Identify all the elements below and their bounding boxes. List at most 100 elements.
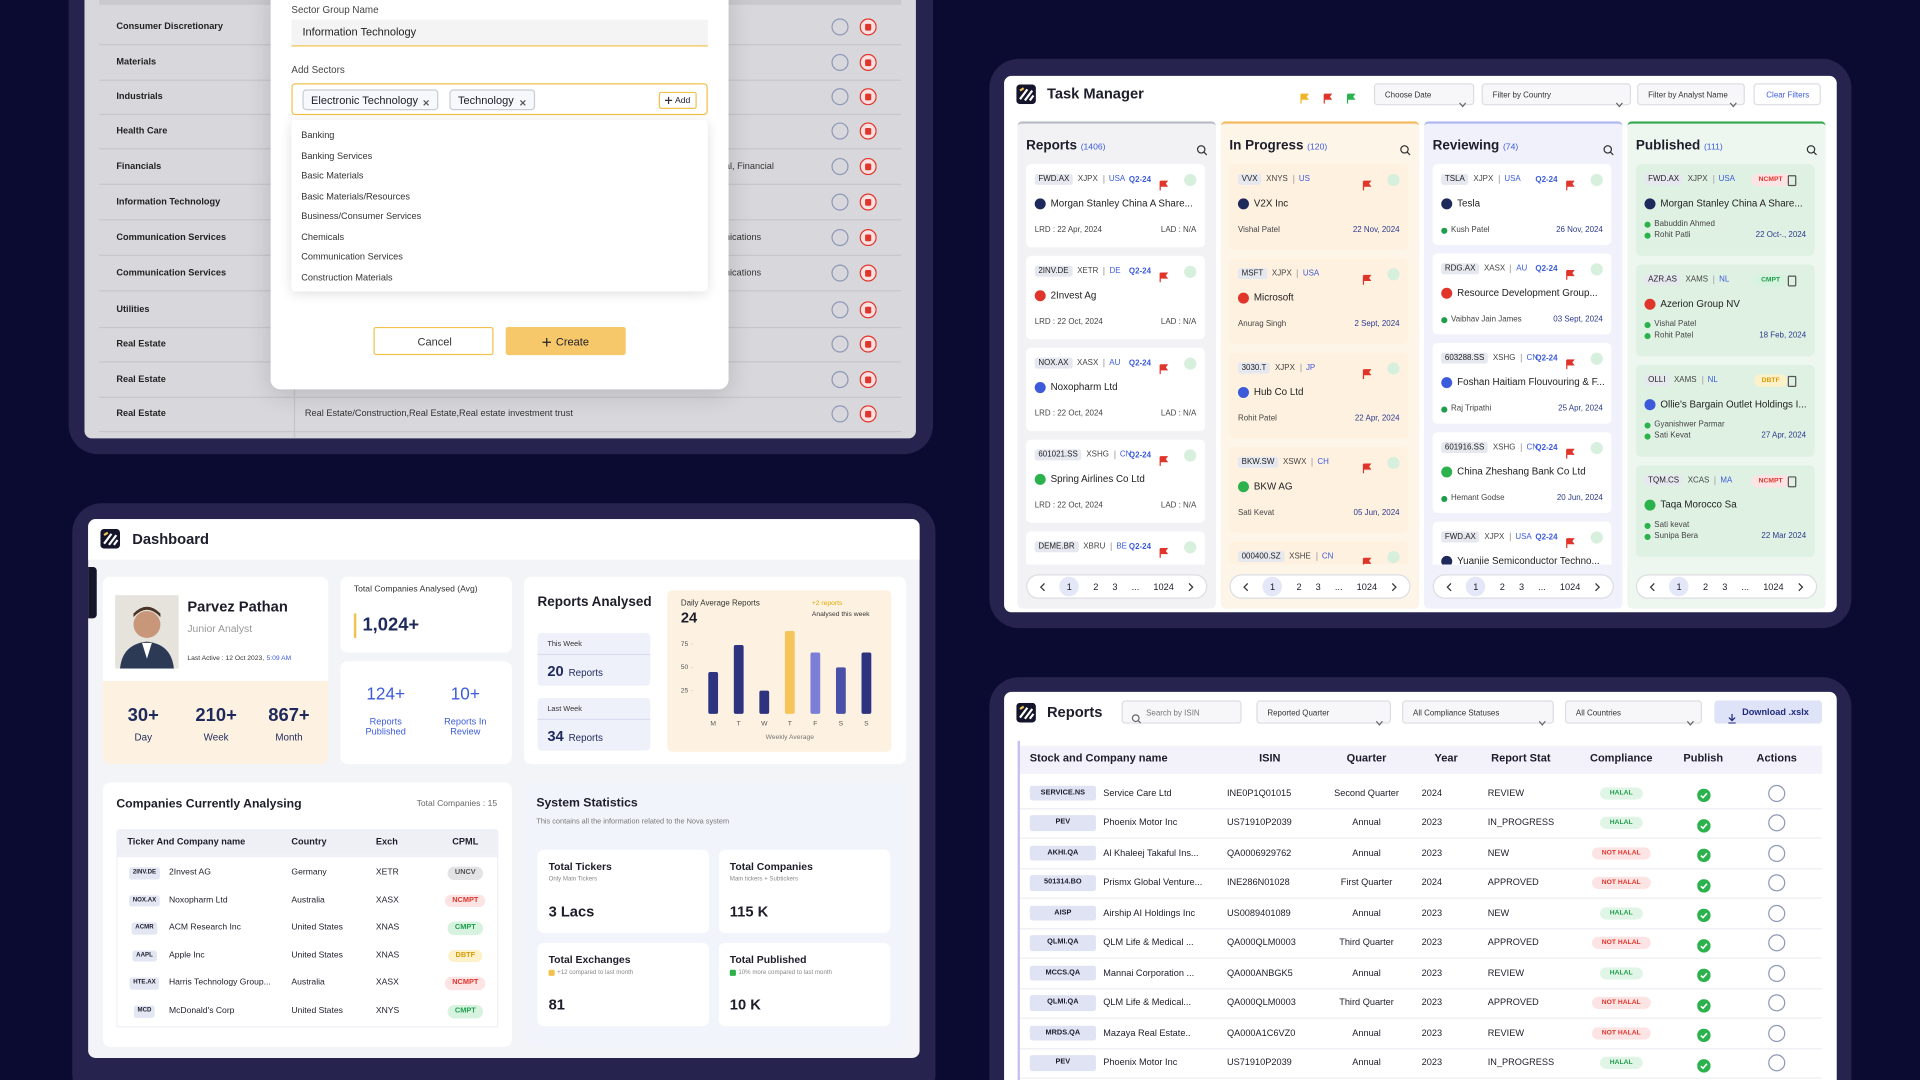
filter-dropdown[interactable]: All Countries	[1564, 700, 1703, 726]
sector-option[interactable]: Business/Consumer Services	[301, 210, 422, 222]
add-button[interactable]: Add	[658, 91, 697, 109]
page-number[interactable]: 2	[1093, 581, 1099, 593]
quarter: Annual	[1352, 966, 1381, 978]
task-card[interactable]: MSFT XJPX USA Microsoft Anurag Singh 2 Sept, …	[1229, 258, 1409, 345]
task-card[interactable]: 603288.SS XSHG CN Q2-24 Foshan Haitiam Flouv…	[1432, 342, 1612, 424]
task-card[interactable]: BKW.SW XSWX CH BKW AG Sati Kevat 05 Jun, 2024	[1229, 446, 1409, 533]
task-card[interactable]: TQM.CS XCAS MA NCMPT Taqa Morocco Sa Sati kev…	[1635, 465, 1815, 558]
page-number[interactable]: 2	[1499, 581, 1505, 593]
sector-option[interactable]: Basic Materials/Resources	[301, 190, 410, 202]
page-number[interactable]: ...	[1131, 581, 1140, 593]
isin: US71910P2039	[1226, 1056, 1292, 1068]
sector-option[interactable]: Basic Materials	[301, 170, 364, 182]
cancel-button[interactable]: Cancel	[373, 326, 494, 356]
edit-button[interactable]	[831, 122, 849, 140]
page-number[interactable]: 2	[1702, 581, 1709, 593]
edit-button[interactable]	[831, 157, 849, 176]
sector-tag[interactable]: Electronic Technology	[302, 89, 439, 111]
edit-button[interactable]	[1768, 934, 1786, 952]
status-dot	[1644, 533, 1651, 540]
edit-button[interactable]	[831, 53, 849, 72]
edit-button[interactable]	[831, 193, 849, 211]
edit-button[interactable]	[831, 301, 849, 319]
column-count: (1406)	[1080, 143, 1106, 152]
x-mark	[423, 99, 430, 106]
create-button[interactable]: Create	[505, 326, 626, 356]
task-card[interactable]: OLLI XAMS NL DBTF Ollie's Bargain Outlet Hol…	[1635, 364, 1815, 457]
download-button[interactable]: Download .xslx	[1714, 700, 1823, 724]
page-number[interactable]: ...	[1538, 581, 1546, 593]
name-input[interactable]: Information Technology	[291, 19, 708, 47]
publish-check-svg	[1696, 1028, 1710, 1043]
task-card[interactable]: FWD.AX XJPX USA NCMPT Morgan Stanley China A…	[1635, 164, 1815, 256]
check-mark	[1699, 882, 1707, 889]
edit-button[interactable]	[831, 88, 849, 106]
task-card[interactable]: RDG.AX XASX AU Q2-24 Resource Development Gr…	[1432, 253, 1612, 335]
filter-dropdown[interactable]: Reported Quarter	[1256, 700, 1392, 726]
edit-button[interactable]	[831, 228, 849, 247]
delete-button	[859, 228, 877, 247]
task-card[interactable]: AZR.AS XAMS NL CMPT Azerion Group NV Vishal P…	[1635, 264, 1815, 357]
edit-button[interactable]	[831, 18, 849, 36]
sector-tag[interactable]: Technology	[449, 89, 535, 111]
quarter: Third Quarter	[1339, 936, 1394, 948]
edit-button[interactable]	[831, 335, 849, 353]
task-card[interactable]: TSLA XJPX USA Q2-24 Tesla Kush Patel 26 Nov, 2…	[1432, 164, 1612, 245]
bar	[861, 652, 872, 714]
page-number[interactable]: 1	[1466, 576, 1486, 597]
task-card[interactable]: NOX.AX XASX AU Q2-24 Noxopharm Ltd LRD : 22 O…	[1026, 347, 1205, 432]
edit-button[interactable]	[1768, 1054, 1786, 1072]
task-card[interactable]: FWD.AX XJPX USA Q2-24 Morgan Stanley China A…	[1026, 164, 1205, 248]
sector-option[interactable]: Communication Services	[301, 250, 403, 262]
logo-bg	[1016, 702, 1036, 723]
sectors-input[interactable]: Electronic Technology Technology Add	[291, 83, 708, 116]
page-number[interactable]: 1024	[1356, 581, 1378, 593]
page-number[interactable]: 2	[1296, 581, 1302, 593]
sector-option[interactable]: Banking	[301, 129, 335, 141]
filter-dropdown[interactable]: Filter by Country	[1481, 83, 1632, 108]
company-name: Yuanjie Semiconductor Techno...	[1457, 555, 1600, 567]
week-number: 34	[547, 727, 564, 745]
row-divider	[99, 431, 902, 433]
page-number[interactable]: 1	[1669, 576, 1689, 597]
page-number[interactable]: 3	[1518, 581, 1525, 593]
page-number[interactable]: 1024	[1559, 581, 1581, 593]
page-number[interactable]: ...	[1741, 581, 1750, 593]
task-card[interactable]: 2INV.DE XETR DE Q2-24 2Invest Ag LRD : 22 Oct…	[1026, 255, 1205, 340]
filter-dropdown[interactable]: All Compliance Statuses	[1402, 700, 1554, 726]
edit-button[interactable]	[831, 371, 849, 389]
edit-button[interactable]	[1768, 844, 1786, 862]
sector-option[interactable]: Banking Services	[301, 149, 373, 161]
page-number[interactable]: 1	[1059, 576, 1080, 597]
last-active-time: 5:09 AM	[266, 655, 292, 663]
task-card[interactable]: 601021.SS XSHG CN Q2-24 Spring Airlines Co L…	[1026, 439, 1205, 523]
page-number[interactable]: 1	[1262, 576, 1283, 597]
filter-dropdown[interactable]: Filter by Analyst Name	[1637, 83, 1745, 108]
edit-button[interactable]	[1768, 994, 1786, 1012]
delete-can	[865, 270, 872, 277]
page-number[interactable]: 3	[1112, 581, 1118, 593]
edit-button[interactable]	[1768, 1024, 1786, 1042]
page-number[interactable]: 1024	[1763, 581, 1784, 593]
filter-dropdown[interactable]: Choose Date	[1373, 83, 1475, 108]
edit-button[interactable]	[1768, 784, 1786, 802]
sector-option[interactable]: Chemicals	[301, 230, 345, 242]
edit-button[interactable]	[831, 405, 849, 423]
task-card[interactable]: VVX XNYS US V2X Inc Vishal Patel 22 Nov, 2024	[1229, 164, 1409, 250]
page-number[interactable]: 3	[1722, 581, 1728, 593]
clear-filters[interactable]: Clear Filters	[1753, 83, 1821, 106]
page-number[interactable]: ...	[1334, 581, 1343, 593]
edit-button[interactable]	[1768, 814, 1786, 832]
y-tick-label: 75	[681, 641, 689, 648]
edit-button[interactable]	[831, 264, 849, 282]
year: 2024	[1421, 786, 1443, 798]
page-number[interactable]: 3	[1315, 581, 1321, 593]
edit-button[interactable]	[1768, 874, 1786, 892]
sector-option[interactable]: Construction Materials	[301, 271, 393, 283]
page-number[interactable]: 1024	[1153, 581, 1174, 593]
search-input[interactable]: Search by ISIN	[1121, 700, 1242, 724]
edit-button[interactable]	[1768, 964, 1786, 982]
edit-button[interactable]	[1768, 904, 1786, 922]
task-card[interactable]: 3030.T XJPX JP Hub Co Ltd Rohit Patel 22 Apr,…	[1229, 352, 1409, 439]
task-card[interactable]: 601916.SS XSHG CN Q2-24 China Zheshang Bank …	[1432, 432, 1612, 514]
